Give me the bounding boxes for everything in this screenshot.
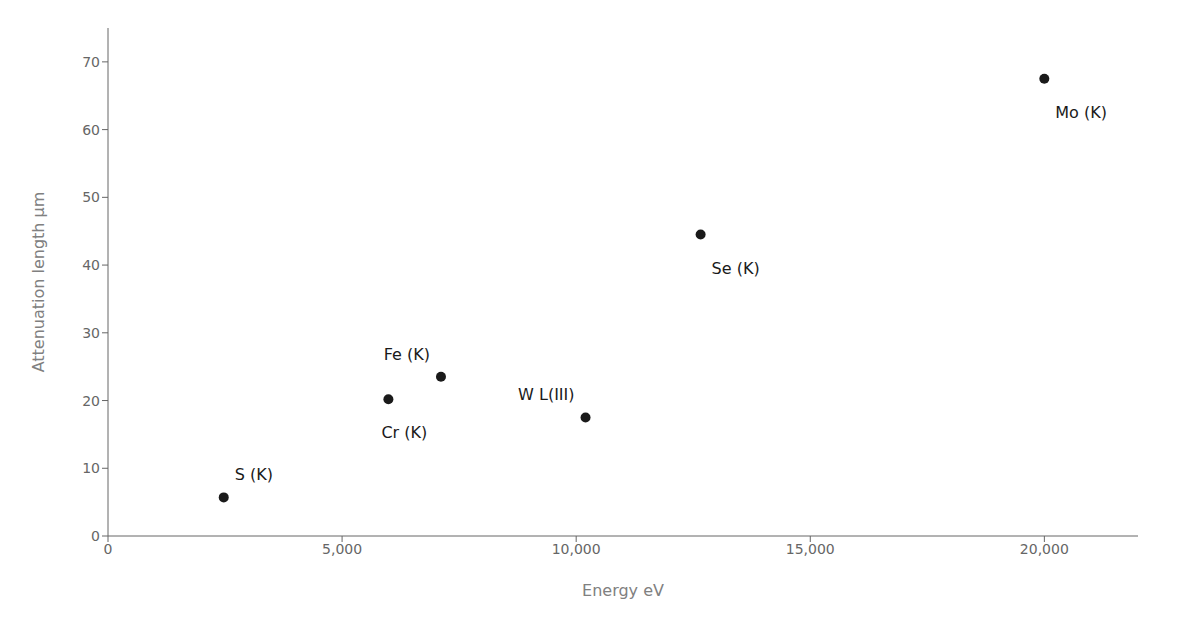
svg-text:Attenuation length μm: Attenuation length μm bbox=[29, 192, 48, 373]
svg-text:15,000: 15,000 bbox=[786, 541, 835, 557]
svg-text:Se (K): Se (K) bbox=[712, 259, 760, 278]
svg-text:W L(III): W L(III) bbox=[518, 385, 574, 404]
svg-text:0: 0 bbox=[91, 528, 100, 544]
svg-text:70: 70 bbox=[82, 54, 100, 70]
svg-text:Energy eV: Energy eV bbox=[582, 581, 664, 600]
svg-text:Fe (K): Fe (K) bbox=[384, 345, 430, 364]
svg-text:40: 40 bbox=[82, 257, 100, 273]
svg-text:60: 60 bbox=[82, 122, 100, 138]
svg-text:10,000: 10,000 bbox=[552, 541, 601, 557]
svg-text:20: 20 bbox=[82, 393, 100, 409]
svg-text:Cr (K): Cr (K) bbox=[381, 423, 427, 442]
svg-text:30: 30 bbox=[82, 325, 100, 341]
svg-text:S (K): S (K) bbox=[235, 465, 273, 484]
svg-text:Mo (K): Mo (K) bbox=[1055, 103, 1107, 122]
svg-text:50: 50 bbox=[82, 189, 100, 205]
svg-text:20,000: 20,000 bbox=[1020, 541, 1069, 557]
svg-text:0: 0 bbox=[104, 541, 113, 557]
svg-text:5,000: 5,000 bbox=[322, 541, 362, 557]
svg-text:10: 10 bbox=[82, 460, 100, 476]
